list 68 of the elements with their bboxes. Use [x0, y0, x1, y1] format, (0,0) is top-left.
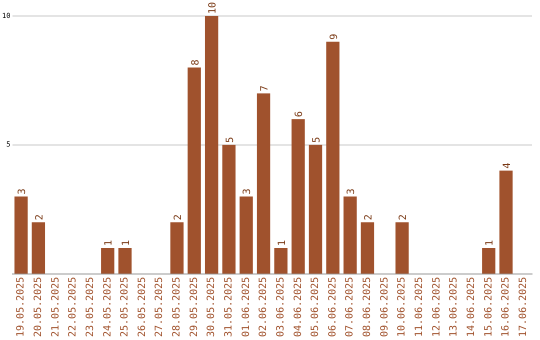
x-tick-label: 03.06.2025 [275, 276, 286, 338]
data-label: 3 [242, 188, 254, 194]
data-label: 3 [17, 188, 28, 194]
x-tick-label: 06.06.2025 [327, 276, 338, 338]
data-label: 8 [190, 60, 202, 66]
bar [482, 248, 496, 274]
x-tick-label: 13.06.2025 [448, 276, 460, 338]
bar [204, 16, 218, 274]
data-label: 2 [34, 214, 46, 220]
bar [395, 222, 409, 274]
data-label: 2 [363, 214, 374, 220]
x-tick-label: 29.05.2025 [188, 276, 200, 338]
bar [344, 196, 357, 274]
x-tick-label: 17.06.2025 [518, 276, 529, 338]
x-tick-label: 14.06.2025 [466, 276, 477, 338]
x-tick-label: 08.06.2025 [362, 276, 374, 338]
bar [118, 248, 132, 274]
x-tick-label: 31.05.2025 [224, 276, 235, 338]
bar [32, 222, 46, 274]
data-label: 5 [224, 136, 236, 143]
bar [292, 119, 305, 274]
x-tick-label: 19.05.2025 [16, 276, 27, 338]
bar [14, 196, 28, 274]
data-label: 10 [208, 2, 219, 14]
data-label: 2 [398, 214, 410, 220]
bar [188, 68, 201, 274]
x-tick-label: 25.05.2025 [120, 276, 131, 338]
data-label: 6 [294, 111, 306, 118]
x-tick-label: 30.05.2025 [206, 276, 218, 338]
bar [326, 42, 340, 274]
data-label: 3 [346, 188, 358, 194]
data-label: 1 [484, 240, 496, 246]
data-label: 4 [502, 162, 514, 169]
x-tick-label: 27.05.2025 [154, 276, 166, 338]
bar [170, 222, 184, 274]
bar [240, 196, 253, 274]
data-label: 5 [312, 136, 323, 143]
x-tick-label: 10.06.2025 [396, 276, 408, 338]
x-tick-label: 22.05.2025 [68, 276, 79, 338]
bar [360, 222, 374, 274]
bar [274, 248, 288, 274]
x-tick-label: 20.05.2025 [33, 276, 44, 338]
x-tick-label: 16.06.2025 [500, 276, 512, 338]
x-tick-label: 11.06.2025 [414, 276, 426, 338]
x-tick-label: 23.05.2025 [84, 276, 96, 338]
x-tick-label: 04.06.2025 [292, 276, 304, 338]
x-tick-label: 07.06.2025 [344, 276, 356, 338]
data-label: 1 [104, 240, 115, 246]
x-tick-label: 12.06.2025 [431, 276, 442, 338]
bar [222, 144, 236, 274]
bar [499, 170, 513, 274]
bar [256, 93, 270, 274]
x-tick-label: 15.06.2025 [483, 276, 494, 338]
bar [308, 144, 322, 274]
x-tick-label: 05.06.2025 [310, 276, 322, 338]
x-tick-label: 02.06.2025 [258, 276, 270, 338]
data-label: 2 [172, 214, 184, 220]
x-tick-label: 01.06.2025 [240, 276, 252, 338]
x-tick-label: 26.05.2025 [136, 276, 148, 338]
x-tick-label: 21.05.2025 [50, 276, 62, 338]
x-tick-label: 24.05.2025 [102, 276, 114, 338]
data-label: 9 [328, 34, 340, 40]
x-tick-label: 28.05.2025 [172, 276, 183, 338]
data-label: 7 [260, 85, 271, 92]
bar [101, 248, 114, 274]
data-label: 1 [276, 240, 288, 246]
data-label: 1 [121, 240, 132, 246]
x-tick-label: 09.06.2025 [379, 276, 390, 338]
